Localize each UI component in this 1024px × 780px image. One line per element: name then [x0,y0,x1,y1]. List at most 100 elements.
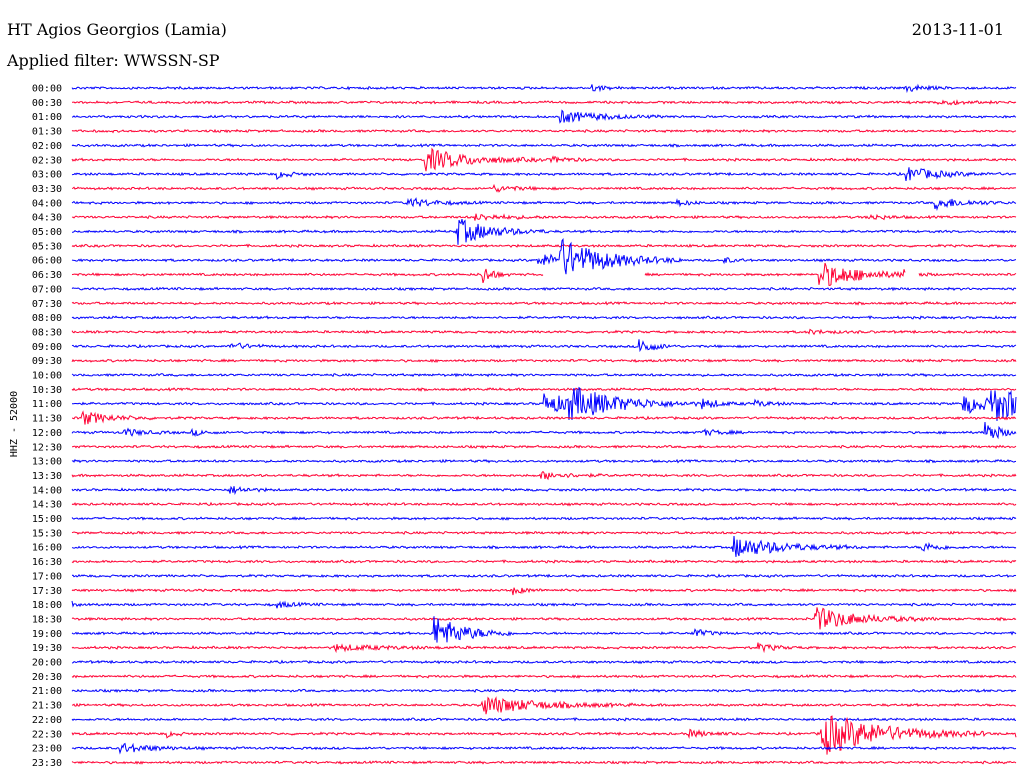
seismic-trace-0300 [71,167,1017,181]
tick-label: 07:30 [32,299,62,310]
seismic-trace-1530 [71,530,1017,536]
seismic-trace-1700 [71,573,1017,579]
tick-label: 21:00 [32,686,62,697]
seismic-trace-0630 [71,262,1017,286]
seismic-trace-0130 [71,128,1017,134]
seismic-trace-0930 [71,358,1017,363]
seismic-trace-0030 [71,99,1017,106]
tick-label: 16:30 [32,557,62,568]
seismic-trace-1330 [71,470,1017,481]
tick-label: 01:30 [32,127,62,138]
tick-label: 08:30 [32,327,62,338]
seismic-trace-0530 [71,243,1017,249]
seismic-trace-2200 [71,717,1016,722]
tick-label: 04:30 [32,213,62,224]
tick-label: 03:00 [32,170,62,181]
tick-label: 14:30 [32,500,62,511]
seismic-trace-1930 [71,642,1017,654]
tick-label: 09:00 [32,342,62,353]
seismic-trace-0700 [71,286,1017,292]
seismic-trace-1200 [71,422,1017,440]
tick-label: 23:00 [32,744,62,755]
seismic-trace-0330 [71,183,1017,193]
seismic-trace-1730 [71,587,1017,596]
tick-label: 13:30 [32,471,62,482]
seismic-trace-0800 [71,315,1017,320]
tick-label: 18:30 [32,614,62,625]
tick-label: 20:30 [32,672,62,683]
seismic-trace-2000 [71,659,1017,665]
tick-label: 18:00 [32,600,62,611]
tick-label: 09:30 [32,356,62,367]
tick-label: 23:30 [32,758,62,769]
tick-label: 15:00 [32,514,62,525]
seismic-trace-0830 [71,328,1017,336]
seismic-trace-2030 [71,673,1017,679]
tick-label: 07:00 [32,284,62,295]
seismic-trace-2130 [71,696,1017,715]
tick-label: 11:30 [32,414,62,425]
tick-label: 06:30 [32,270,62,281]
tick-label: 10:00 [32,371,62,382]
tick-label: 08:00 [32,313,62,324]
tick-label: 19:30 [32,643,62,654]
tick-label: 22:30 [32,729,62,740]
seismic-trace-1800 [71,600,1017,609]
tick-label: 22:00 [32,715,62,726]
seismic-trace-1400 [71,485,1017,496]
tick-label: 19:00 [32,629,62,640]
tick-label: 11:00 [32,399,62,410]
seismic-trace-0430 [71,213,1017,222]
date-label: 2013-11-01 [911,20,1004,39]
tick-label: 21:30 [32,701,62,712]
seismic-trace-0100 [71,109,1017,124]
seismic-trace-0230 [71,147,1017,172]
tick-label: 14:00 [32,485,62,496]
filter-subtitle: Applied filter: WWSSN-SP [7,51,220,70]
seismic-trace-0000 [71,83,1017,94]
tick-label: 12:00 [32,428,62,439]
seismic-trace-2100 [71,688,1016,694]
tick-label-group: 00:00 00:30 01:00 01:30 02:00 02:30 03:00 03:30… [32,84,62,769]
seismic-trace-1430 [71,501,1017,507]
seismic-trace-0900 [71,339,1017,353]
seismic-trace-0400 [71,197,1017,211]
seismic-trace-1600 [71,535,1017,557]
seismic-trace-1030 [71,386,1017,392]
seismic-trace-1900 [71,616,1017,643]
seismic-trace-1830 [71,607,1017,630]
tick-label: 00:00 [32,84,62,95]
seismic-trace-2300 [71,742,1017,755]
channel-label: HHZ - 52000 [9,391,20,457]
tick-label: 05:30 [32,241,62,252]
tick-label: 10:30 [32,385,62,396]
tick-label: 03:30 [32,184,62,195]
tick-label: 20:00 [32,658,62,669]
seismic-trace-1500 [71,516,1017,521]
station-title: HT Agios Georgios (Lamia) [7,20,227,39]
seismic-trace-1230 [72,444,1017,450]
seismic-trace-2230 [71,715,1017,755]
seismic-trace-1130 [71,410,1017,425]
tick-label: 16:00 [32,543,62,554]
tick-label: 01:00 [32,112,62,123]
seismic-trace-2330 [71,760,1017,765]
tick-label: 06:00 [32,256,62,267]
seismic-trace-0600 [71,238,1017,275]
seismic-trace-1300 [71,458,1017,464]
tick-label: 15:30 [32,528,62,539]
tick-label: 00:30 [32,98,62,109]
seismic-trace-1630 [71,559,1017,564]
seismic-trace-0730 [71,300,1017,306]
seismic-trace-0200 [71,143,1017,148]
tick-label: 04:00 [32,198,62,209]
tick-label: 17:00 [32,571,62,582]
tick-label: 02:00 [32,141,62,152]
seismic-trace-1100 [72,386,1017,422]
tick-label: 12:30 [32,442,62,453]
tick-label: 17:30 [32,586,62,597]
seismic-trace-1000 [71,372,1017,378]
tick-label: 02:30 [32,155,62,166]
tick-label: 13:00 [32,457,62,468]
